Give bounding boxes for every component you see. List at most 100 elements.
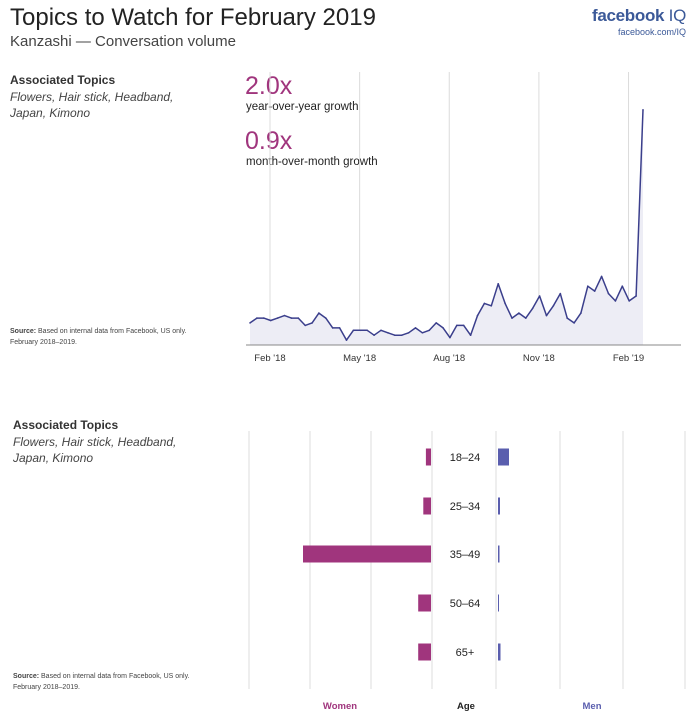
data-point-28 — [442, 327, 444, 329]
women-bar-3 — [418, 594, 431, 612]
data-point-42 — [538, 295, 541, 297]
women-axis-label: Women — [323, 701, 357, 712]
data-point-11 — [325, 317, 327, 319]
data-point-53 — [614, 300, 617, 302]
data-point-24 — [414, 327, 417, 329]
data-point-54 — [621, 285, 624, 288]
data-point-45 — [559, 292, 562, 295]
top-source-text: Based on internal data from Facebook, US… — [10, 328, 187, 346]
data-point-50 — [593, 290, 596, 292]
facebook-iq-logo[interactable]: facebook IQ facebook.com/IQ — [592, 6, 686, 37]
data-point-3 — [269, 319, 272, 322]
data-point-35 — [490, 305, 493, 307]
women-bar-2 — [303, 545, 431, 563]
data-point-17 — [366, 329, 369, 332]
men-bar-4 — [498, 643, 501, 661]
data-point-22 — [400, 334, 403, 337]
data-point-20 — [387, 332, 389, 334]
bottom-source-note: Source: Based on internal data from Face… — [13, 671, 213, 693]
x-tick-label-1: May '18 — [343, 353, 376, 364]
bottom-source-label: Source: — [13, 673, 40, 680]
age-axis-label: Age — [457, 701, 475, 712]
data-point-48 — [580, 312, 582, 314]
data-point-21 — [394, 334, 396, 337]
men-bar-0 — [498, 448, 509, 466]
demographics-bar-chart: 18–24 25–34 35–49 50–64 65+ Women Age Men — [248, 431, 686, 712]
data-point-29 — [449, 336, 451, 339]
data-point-32 — [469, 334, 472, 337]
age-label-4: 65+ — [456, 647, 475, 659]
volume-area — [250, 109, 643, 345]
page-title: Topics to Watch for February 2019 — [10, 4, 376, 31]
data-point-49 — [587, 285, 589, 288]
data-point-16 — [359, 329, 362, 332]
data-point-14 — [345, 339, 348, 341]
data-point-10 — [318, 312, 320, 314]
data-point-8 — [304, 324, 307, 327]
yoy-growth-value: 2.0x — [245, 72, 293, 100]
data-point-6 — [290, 317, 293, 319]
bottom-assoc-heading: Associated Topics — [13, 418, 119, 432]
bottom-assoc-topics: Flowers, Hair stick, Headband, Japan, Ki… — [13, 435, 177, 465]
data-point-26 — [428, 329, 431, 332]
data-point-39 — [518, 312, 520, 314]
page-subtitle: Kanzashi — Conversation volume — [10, 33, 236, 50]
top-source-label: Source: — [10, 328, 37, 335]
age-label-2: 35–49 — [450, 549, 481, 561]
data-point-25 — [421, 332, 424, 334]
bottom-source-text: Based on internal data from Facebook, US… — [13, 673, 190, 691]
top-source-note: Source: Based on internal data from Face… — [10, 326, 210, 348]
data-point-12 — [331, 327, 334, 329]
volume-line-chart: Feb '18 May '18 Aug '18 Nov '18 Feb '19 — [246, 72, 681, 364]
data-point-18 — [373, 334, 375, 337]
yoy-growth-label: year-over-year growth — [246, 101, 359, 113]
x-tick-label-4: Feb '19 — [613, 353, 644, 364]
top-assoc-heading: Associated Topics — [10, 73, 116, 87]
data-point-15 — [352, 329, 355, 332]
data-point-46 — [566, 317, 568, 319]
age-label-0: 18–24 — [450, 452, 481, 464]
data-point-52 — [607, 292, 610, 295]
mom-growth-value: 0.9x — [245, 127, 293, 155]
men-bar-2 — [498, 545, 500, 563]
data-point-44 — [552, 305, 555, 307]
data-point-2 — [263, 317, 265, 319]
women-bar-0 — [425, 448, 431, 466]
logo-iq: IQ — [668, 6, 687, 25]
data-point-36 — [497, 283, 500, 285]
age-label-1: 25–34 — [450, 501, 481, 513]
data-point-5 — [283, 314, 286, 317]
data-point-47 — [573, 322, 575, 324]
data-point-9 — [311, 322, 313, 324]
men-bar-1 — [498, 497, 500, 515]
data-point-13 — [338, 327, 341, 329]
data-point-31 — [462, 324, 465, 327]
logo-url[interactable]: facebook.com/IQ — [617, 27, 686, 37]
women-bar-1 — [423, 497, 431, 515]
data-point-23 — [407, 332, 410, 334]
data-point-4 — [276, 317, 279, 319]
data-point-34 — [483, 302, 486, 305]
x-tick-label-3: Nov '18 — [523, 353, 555, 364]
data-point-19 — [380, 329, 382, 332]
mom-growth-label: month-over-month growth — [246, 156, 378, 168]
data-point-30 — [456, 324, 458, 327]
data-point-55 — [628, 300, 630, 302]
logo-brand: facebook — [591, 6, 665, 25]
men-bar-3 — [498, 594, 499, 612]
women-bar-4 — [418, 643, 431, 661]
data-point-37 — [504, 302, 506, 305]
data-point-1 — [256, 317, 258, 319]
top-assoc-topics: Flowers, Hair stick, Headband, Japan, Ki… — [10, 90, 174, 120]
data-point-27 — [435, 322, 438, 324]
data-point-7 — [297, 317, 300, 319]
data-point-38 — [511, 317, 513, 319]
data-point-51 — [600, 275, 603, 278]
x-tick-label-0: Feb '18 — [254, 353, 285, 364]
data-point-33 — [476, 314, 479, 317]
data-point-57 — [642, 109, 644, 111]
data-point-41 — [531, 307, 534, 310]
men-axis-label: Men — [583, 701, 602, 712]
data-point-56 — [635, 295, 637, 297]
logo-wordmark: facebook IQ — [592, 6, 686, 26]
